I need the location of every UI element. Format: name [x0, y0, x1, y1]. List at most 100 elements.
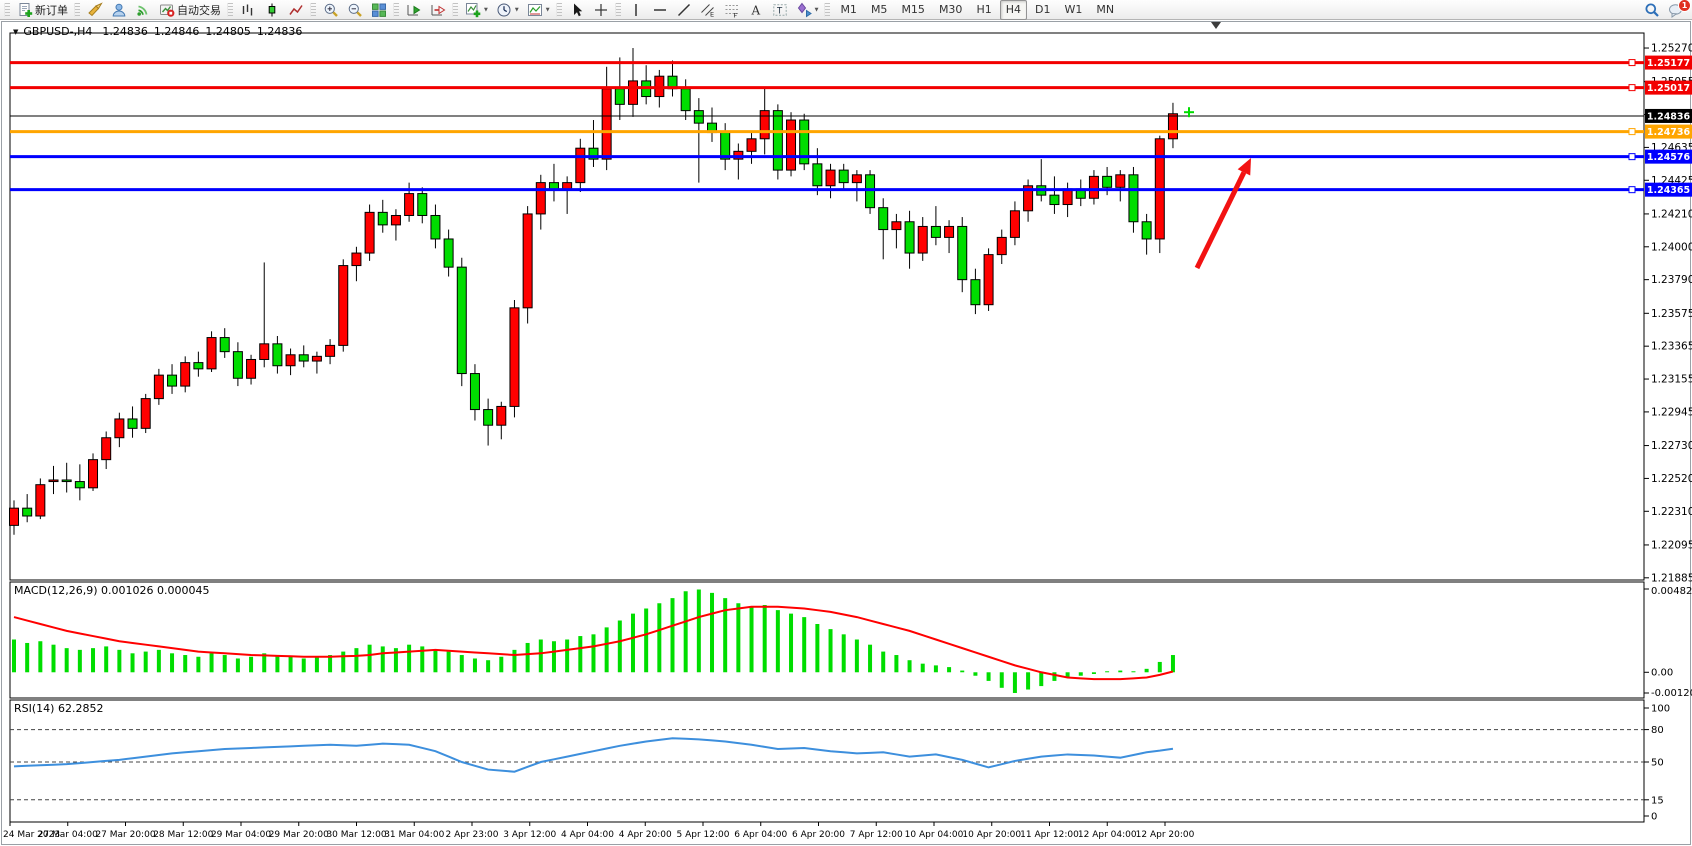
crosshair-icon: [593, 2, 609, 18]
tf-h1[interactable]: H1: [976, 3, 992, 16]
chart-title[interactable]: ▼ GBPUSD-,H4 1.24836 1.24846 1.24805 1.2…: [13, 25, 308, 38]
zoom-in-icon: [323, 2, 339, 18]
new-order-icon: [17, 2, 33, 18]
svg-text:-0.001201: -0.001201: [1651, 688, 1692, 699]
price-badge-1.24365: 1.24365: [1647, 185, 1690, 196]
news-horn-icon: [87, 1, 103, 18]
tf-d1[interactable]: D1: [1035, 3, 1051, 16]
svg-text:29 Mar 04:00: 29 Mar 04:00: [211, 830, 271, 840]
svg-text:80: 80: [1651, 725, 1664, 736]
vertical-line-button[interactable]: [625, 0, 647, 20]
tf-m15[interactable]: M15: [901, 3, 925, 16]
trendline-icon: [676, 2, 692, 18]
bar-chart-button[interactable]: [237, 0, 259, 20]
macd-pane: [12, 589, 1175, 693]
svg-text:2 Apr 23:00: 2 Apr 23:00: [446, 830, 499, 840]
svg-text:6 Apr 20:00: 6 Apr 20:00: [792, 830, 845, 840]
bar-high-value: 1.24846: [153, 25, 200, 38]
zoom-out-button[interactable]: [344, 0, 366, 20]
fibonacci-button[interactable]: F: [721, 0, 743, 20]
text-label-button[interactable]: T: [769, 0, 791, 20]
svg-text:T: T: [776, 6, 783, 16]
zoom-in-button[interactable]: [320, 0, 342, 20]
shapes-button[interactable]: ▼: [793, 0, 822, 20]
svg-text:28 Mar 12:00: 28 Mar 12:00: [153, 830, 213, 840]
chart-shift-marker[interactable]: [1211, 22, 1221, 29]
community-icon: [111, 2, 127, 18]
new-order-button-label: 新订单: [35, 3, 68, 17]
tf-m5[interactable]: M5: [870, 3, 888, 16]
svg-text:1.22945: 1.22945: [1651, 406, 1692, 418]
community-button[interactable]: [108, 0, 130, 20]
chart-shift-button[interactable]: [427, 0, 449, 20]
horizontal-lines[interactable]: [10, 59, 1644, 194]
bar-chart-icon: [240, 2, 256, 18]
indicators-icon: [465, 2, 481, 18]
symbol-timeframe-label: GBPUSD-,H4: [23, 25, 93, 38]
autotrading-icon: [159, 2, 175, 18]
auto-scroll-icon: [406, 2, 422, 18]
chevron-down-icon: ▼: [13, 27, 19, 36]
svg-text:0: 0: [1651, 812, 1657, 823]
tile-windows-button[interactable]: [368, 0, 390, 20]
text-button[interactable]: A: [745, 0, 767, 20]
tf-h4[interactable]: H4: [999, 0, 1027, 20]
svg-text:3 Apr 12:00: 3 Apr 12:00: [503, 830, 556, 840]
crosshair-button[interactable]: [590, 0, 612, 20]
cursor-button[interactable]: [566, 0, 588, 20]
tf-w1[interactable]: W1: [1064, 3, 1083, 16]
svg-text:12 Apr 04:00: 12 Apr 04:00: [1078, 830, 1137, 840]
svg-text:6 Apr 04:00: 6 Apr 04:00: [734, 830, 787, 840]
svg-text:29 Mar 20:00: 29 Mar 20:00: [269, 830, 329, 840]
rsi-value: 62.2852: [57, 702, 104, 715]
svg-text:1.25270: 1.25270: [1651, 43, 1692, 55]
svg-text:24 Mar 2023: 24 Mar 2023: [3, 830, 60, 840]
new-order-button[interactable]: 新订单: [14, 0, 71, 20]
signals-button[interactable]: [132, 0, 154, 20]
svg-text:1.21885: 1.21885: [1651, 572, 1692, 584]
cursor-icon: [569, 2, 585, 18]
svg-text:1.22730: 1.22730: [1651, 440, 1692, 452]
auto-scroll-button[interactable]: [403, 0, 425, 20]
text-icon: A: [748, 2, 764, 18]
svg-text:7 Apr 12:00: 7 Apr 12:00: [850, 830, 903, 840]
svg-text:1.22520: 1.22520: [1651, 473, 1692, 485]
toolbar-group-grip: [4, 2, 10, 17]
svg-text:50: 50: [1651, 758, 1664, 769]
rsi-axis: 100 80 50 15 0: [1644, 704, 1670, 823]
search-button[interactable]: [1641, 0, 1663, 20]
annotations[interactable]: [1184, 22, 1251, 270]
svg-text:30 Mar 12:00: 30 Mar 12:00: [326, 830, 386, 840]
trendline-button[interactable]: [673, 0, 695, 20]
notifications-button[interactable]: 1: [1665, 0, 1691, 20]
horizontal-line-button[interactable]: [649, 0, 671, 20]
text-label-icon: T: [772, 2, 788, 18]
chart-shift-icon: [430, 2, 446, 18]
tf-m1[interactable]: M1: [840, 3, 857, 16]
svg-text:1.23365: 1.23365: [1651, 341, 1692, 353]
svg-text:31 Mar 04:00: 31 Mar 04:00: [384, 830, 444, 840]
channel-button[interactable]: E: [697, 0, 719, 20]
rsi-pane: [10, 729, 1644, 801]
candlestick-chart-button[interactable]: [261, 0, 283, 20]
price-badge-1.25017: 1.25017: [1647, 83, 1690, 94]
bar-close-value: 1.24836: [256, 25, 303, 38]
periods-button[interactable]: ▼: [493, 0, 522, 20]
indicators-button[interactable]: ▼: [462, 0, 491, 20]
pane-frames: [9, 32, 1645, 823]
svg-text:11 Apr 12:00: 11 Apr 12:00: [1020, 830, 1079, 840]
line-chart-button[interactable]: [285, 0, 307, 20]
autotrading-button[interactable]: 自动交易: [156, 0, 224, 20]
news-horn-button[interactable]: [84, 0, 106, 20]
svg-text:15: 15: [1651, 795, 1664, 806]
svg-text:1.23790: 1.23790: [1651, 274, 1692, 286]
chevron-down-icon: ▼: [545, 6, 550, 13]
svg-text:E: E: [710, 10, 714, 18]
trend-arrow[interactable]: [1194, 171, 1247, 270]
templates-button[interactable]: ▼: [524, 0, 553, 20]
notifications-icon: [1668, 2, 1684, 18]
tf-m30[interactable]: M30: [938, 3, 963, 16]
tf-mn[interactable]: MN: [1096, 3, 1115, 16]
